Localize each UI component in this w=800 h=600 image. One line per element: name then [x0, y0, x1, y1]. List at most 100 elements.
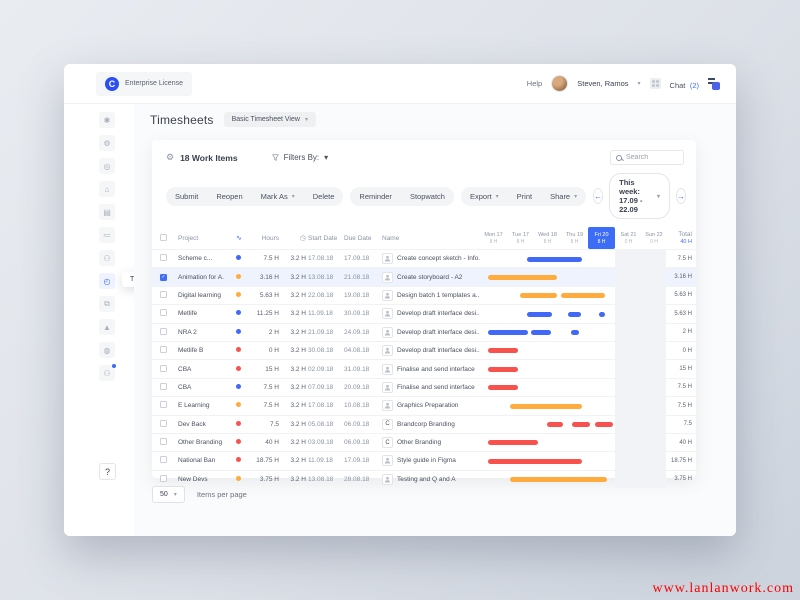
table-row[interactable]: New Devs 3.75 H 3.2 H 13.08.18 28.08.18 Testi…: [152, 469, 696, 489]
settings-icon[interactable]: ⚙: [99, 135, 115, 151]
user-name[interactable]: Steven, Ramos: [577, 79, 629, 88]
table-row[interactable]: E Learning 7.5 H 3.2 H 17.08.18 10.08.18 Grap…: [152, 396, 696, 415]
help-button[interactable]: ?: [99, 463, 116, 480]
project-name: E Learning: [178, 402, 210, 410]
submit-button[interactable]: Submit: [175, 191, 199, 201]
task-name: Finalise and send interface: [397, 365, 475, 373]
reminder-button[interactable]: Reminder: [359, 191, 392, 201]
preferences-icon[interactable]: ◍: [99, 342, 115, 358]
gantt-bar[interactable]: [595, 422, 613, 428]
row-checkbox[interactable]: ✓: [160, 273, 167, 281]
enterprise-license-button[interactable]: C Enterprise License: [96, 71, 192, 96]
search-input[interactable]: [626, 154, 678, 161]
stopwatch-button[interactable]: Stopwatch: [409, 191, 445, 201]
watermark: www.lanlanwork.com: [652, 581, 794, 596]
gear-icon[interactable]: ⚙: [166, 152, 175, 162]
timesheet-panel: ⚙ 18 Work Items Filters By: ▾ Submit Reo…: [152, 140, 696, 489]
table-row[interactable]: Scheme c... 7.5 H 3.2 H 17.08.18 17.09.18 Cre…: [152, 249, 696, 268]
tasks-icon[interactable]: ≔: [99, 227, 115, 243]
gantt-bar[interactable]: [510, 477, 607, 483]
row-checkbox[interactable]: [160, 419, 167, 427]
row-checkbox[interactable]: [160, 254, 167, 262]
filters-by-dropdown[interactable]: Filters By: ▾: [271, 153, 328, 162]
gantt-bar[interactable]: [561, 293, 605, 299]
start-date: 07.09.18: [308, 383, 334, 391]
chat-link[interactable]: Chat (2): [669, 80, 699, 90]
gantt-bar[interactable]: [531, 330, 551, 336]
targets-icon[interactable]: ◎: [99, 158, 115, 174]
gantt-bar[interactable]: [488, 348, 518, 354]
gantt-bar[interactable]: [488, 458, 582, 464]
table-row[interactable]: ✓ Animation for A. 3.16 H 3.2 H 13.08.18 21.0…: [152, 267, 696, 286]
view-selector[interactable]: Basic Timesheet View ▾: [223, 112, 316, 127]
select-all-checkbox[interactable]: [160, 233, 167, 241]
project-name: Metlife B: [178, 347, 204, 355]
table-row[interactable]: Metlife 11.25 H 3.2 H 11.09.18 30.09.18 Devel…: [152, 304, 696, 323]
documents-icon[interactable]: ⧉: [99, 296, 115, 312]
gantt-bar[interactable]: [520, 293, 557, 299]
share-button[interactable]: Share ▾: [550, 191, 578, 201]
print-button[interactable]: Print: [516, 191, 533, 201]
gantt-bar[interactable]: [488, 274, 557, 280]
timesheets-icon[interactable]: ◴: [99, 273, 115, 289]
gantt-bar[interactable]: [488, 385, 518, 391]
row-checkbox[interactable]: [160, 474, 167, 482]
apps-icon[interactable]: [649, 78, 661, 89]
chevron-down-icon[interactable]: ▾: [637, 81, 641, 87]
row-checkbox[interactable]: [160, 290, 167, 298]
gantt-bar[interactable]: [571, 330, 579, 336]
row-checkbox[interactable]: [160, 309, 167, 317]
gantt-bar[interactable]: [488, 330, 528, 336]
export-button[interactable]: Export ▾: [469, 191, 499, 201]
gantt-bar[interactable]: [510, 403, 582, 409]
status-dot: [236, 291, 241, 297]
table-row[interactable]: CBA 7.5 H 3.2 H 07.09.18 20.09.18 Finalise an…: [152, 377, 696, 397]
table-row[interactable]: Digital learning 5.63 H 3.2 H 22.08.18 19.08…: [152, 285, 696, 305]
day-capacity: 0 H: [650, 238, 658, 245]
help-link[interactable]: Help: [526, 79, 543, 88]
day-header-wed-18: Wed 18 8 H: [534, 227, 561, 249]
table-row[interactable]: National Ban 18.75 H 3.2 H 11.09.18 17.09.18…: [152, 451, 696, 470]
boards-icon[interactable]: ▤: [99, 204, 115, 220]
page-size-select[interactable]: 50 ▾: [152, 486, 185, 503]
weekend-shading: [615, 267, 666, 286]
table-row[interactable]: NRA 2 2 H 3.2 H 21.09.18 24.09.18 Develop dra…: [152, 322, 696, 341]
table-row[interactable]: Metlife B 0 H 3.2 H 30.08.18 04.08.18 Develop…: [152, 340, 696, 360]
logged-hours: 7.5 H: [263, 255, 279, 263]
table-row[interactable]: Dev Back 7.5 3.2 H 05.08.18 06.09.18 C Brandco…: [152, 414, 696, 433]
row-checkbox[interactable]: [160, 382, 167, 390]
gantt-bar[interactable]: [599, 311, 605, 317]
assignee-avatar: [382, 363, 393, 375]
people-icon[interactable]: ⚇: [99, 250, 115, 266]
table-row[interactable]: CBA 15 H 3.2 H 02.09.18 31.09.18 Finalise and…: [152, 359, 696, 378]
mark-as-button[interactable]: Mark As ▾: [260, 191, 295, 201]
user-avatar[interactable]: [551, 75, 569, 92]
delete-button[interactable]: Delete: [312, 191, 335, 201]
gantt-bar[interactable]: [547, 422, 563, 428]
gantt-bar[interactable]: [488, 440, 538, 446]
table-row[interactable]: Other Branding 40 H 3.2 H 03.09.18 06.09.18 C…: [152, 432, 696, 452]
dashboard-icon[interactable]: ✱: [99, 112, 115, 128]
row-checkbox[interactable]: [160, 401, 167, 409]
gantt-bar[interactable]: [488, 366, 518, 372]
row-checkbox[interactable]: [160, 456, 167, 464]
notifications-icon[interactable]: [708, 77, 720, 90]
prev-week-button[interactable]: ←: [593, 188, 604, 204]
reopen-button[interactable]: Reopen: [216, 191, 243, 201]
week-selector[interactable]: This week: 17.09 - 22.09 ▾: [609, 173, 670, 219]
next-week-button[interactable]: →: [675, 188, 686, 204]
home-icon[interactable]: ⌂: [99, 181, 115, 197]
gantt-bar[interactable]: [527, 311, 552, 317]
gantt-bar[interactable]: [527, 256, 582, 262]
task-name: Create concept sketch - Info...: [397, 255, 480, 263]
gantt-bar[interactable]: [568, 311, 581, 317]
row-checkbox[interactable]: [160, 327, 167, 335]
row-checkbox[interactable]: [160, 438, 167, 446]
profile-icon[interactable]: ⚇: [99, 364, 116, 381]
reports-icon[interactable]: ▲: [99, 319, 115, 335]
gantt-bar[interactable]: [572, 422, 590, 428]
row-total: 3.75 H: [674, 476, 692, 483]
row-checkbox[interactable]: [160, 346, 167, 354]
row-checkbox[interactable]: [160, 364, 167, 372]
due-date: 24.09.18: [344, 328, 370, 336]
